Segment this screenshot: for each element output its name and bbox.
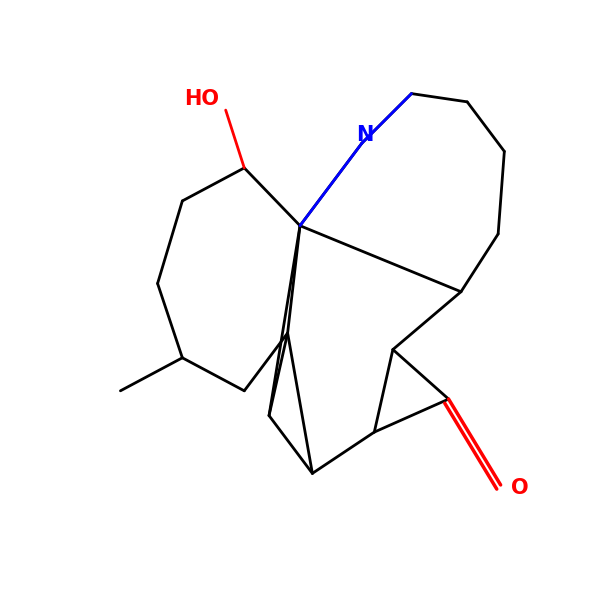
Text: O: O [511, 478, 528, 498]
Text: HO: HO [185, 89, 220, 109]
Text: N: N [356, 125, 373, 145]
